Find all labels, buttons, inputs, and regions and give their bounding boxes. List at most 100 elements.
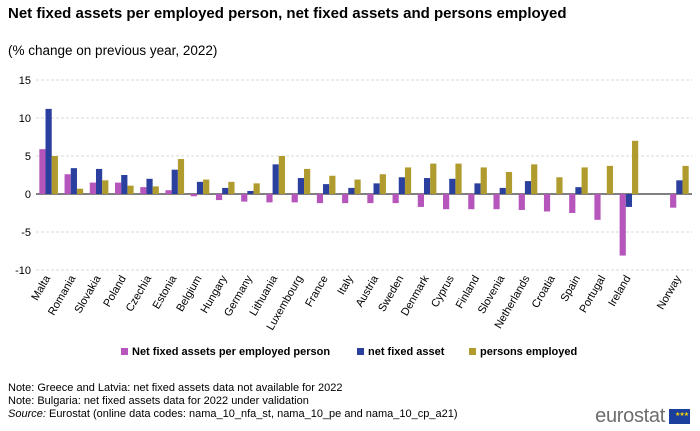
- bar-per-employed: [443, 194, 450, 210]
- bar-net-fixed-asset: [398, 177, 405, 194]
- x-tick-label: Italy: [335, 273, 356, 297]
- bar-per-employed: [543, 194, 551, 212]
- bar-persons-employed: [404, 167, 412, 194]
- x-tick-label: Norway: [655, 273, 684, 312]
- note-bulgaria: Note: Bulgaria: net fixed assets data fo…: [8, 395, 309, 407]
- legend-swatch: [469, 348, 476, 355]
- bar-persons-employed: [632, 140, 639, 194]
- y-tick-label: -10: [15, 265, 31, 277]
- bar-per-employed: [468, 194, 475, 210]
- bar-net-fixed-asset: [449, 178, 456, 194]
- bar-net-fixed-asset: [95, 168, 103, 194]
- bar-per-employed: [493, 194, 500, 210]
- bar-net-fixed-asset: [297, 178, 305, 194]
- bar-net-fixed-asset: [70, 168, 77, 194]
- legend-swatch: [121, 348, 128, 355]
- bar-per-employed: [291, 194, 298, 203]
- notes-block: Note: Greece and Latvia: net fixed asset…: [8, 382, 458, 421]
- bar-persons-employed: [253, 183, 260, 194]
- bar-persons-employed: [531, 164, 538, 194]
- bar-per-employed: [619, 194, 626, 256]
- bar-net-fixed-asset: [373, 183, 380, 194]
- bar-per-employed: [367, 194, 374, 204]
- bar-per-employed: [417, 194, 424, 207]
- bar-persons-employed: [228, 181, 235, 194]
- bar-per-employed: [392, 194, 399, 204]
- bar-per-employed: [140, 187, 147, 194]
- bar-per-employed: [89, 182, 96, 194]
- bar-persons-employed: [51, 156, 58, 194]
- y-tick-label: 15: [19, 75, 31, 87]
- x-tick-label: Ireland: [606, 274, 633, 309]
- bar-net-fixed-asset: [423, 178, 431, 194]
- bar-net-fixed-asset: [171, 169, 178, 194]
- bar-persons-employed: [379, 174, 386, 194]
- bar-net-fixed-asset: [524, 181, 532, 194]
- bar-per-employed: [670, 194, 677, 208]
- legend-label: net fixed asset: [368, 346, 445, 358]
- legend-label: persons employed: [480, 346, 577, 358]
- source-line: Source: Eurostat (online data codes: nam…: [8, 408, 458, 421]
- bar-per-employed: [518, 194, 525, 210]
- x-tick-label: France: [303, 274, 331, 310]
- bar-net-fixed-asset: [474, 183, 481, 194]
- source-label: Source:: [8, 408, 46, 420]
- bar-per-employed: [569, 194, 576, 213]
- bar-per-employed: [594, 194, 601, 220]
- bar-persons-employed: [203, 179, 210, 194]
- y-tick-label: 0: [25, 189, 31, 201]
- bar-net-fixed-asset: [348, 187, 355, 194]
- bar-per-employed: [241, 194, 248, 202]
- x-tick-label: Austria: [354, 273, 382, 309]
- bar-persons-employed: [556, 177, 563, 194]
- bar-persons-employed: [152, 186, 159, 194]
- bar-persons-employed: [606, 165, 613, 194]
- bar-per-employed: [115, 182, 122, 194]
- legend-swatch: [357, 348, 364, 355]
- bar-net-fixed-asset: [222, 187, 229, 194]
- x-tick-label: Czechia: [124, 273, 155, 314]
- bar-per-employed: [64, 174, 71, 194]
- bar-net-fixed-asset: [272, 164, 279, 194]
- bar-net-fixed-asset: [247, 190, 254, 194]
- bar-per-employed: [266, 194, 273, 203]
- bar-persons-employed: [177, 159, 185, 194]
- chart-title: Net fixed assets per employed person, ne…: [8, 5, 567, 22]
- bar-persons-employed: [278, 156, 285, 194]
- bar-net-fixed-asset: [121, 175, 128, 194]
- bar-per-employed: [190, 194, 197, 197]
- bar-persons-employed: [354, 179, 361, 194]
- bar-persons-employed: [455, 163, 462, 194]
- bar-net-fixed-asset: [146, 178, 153, 194]
- x-tick-label: Poland: [101, 274, 129, 310]
- y-tick-label: 10: [19, 113, 31, 125]
- bar-net-fixed-asset: [499, 187, 506, 194]
- eurostat-logo-text: eurostat: [595, 404, 665, 427]
- note-greece-latvia: Note: Greece and Latvia: net fixed asset…: [8, 382, 343, 394]
- bar-net-fixed-asset: [45, 108, 52, 194]
- bar-persons-employed: [304, 168, 311, 194]
- bar-chart: 151050-5-10MaltaRomaniaSlovakiaPolandCze…: [15, 75, 692, 358]
- bar-per-employed: [215, 194, 223, 201]
- source-text: Eurostat (online data codes: nama_10_nfa…: [45, 408, 458, 420]
- bar-net-fixed-asset: [625, 194, 633, 207]
- legend-label: Net fixed assets per employed person: [132, 346, 330, 358]
- x-tick-label: Croatia: [530, 273, 559, 310]
- eurostat-logo: eurostat ★★★: [595, 404, 690, 427]
- bar-net-fixed-asset: [323, 184, 330, 194]
- chart-subtitle: (% change on previous year, 2022): [8, 43, 218, 58]
- bar-net-fixed-asset: [676, 180, 683, 194]
- bar-persons-employed: [682, 165, 689, 194]
- x-tick-label: Spain: [559, 274, 583, 304]
- bar-persons-employed: [430, 163, 437, 194]
- bar-persons-employed: [102, 180, 109, 194]
- bar-per-employed: [39, 149, 46, 194]
- bar-per-employed: [342, 194, 349, 204]
- x-tick-label: Malta: [29, 273, 53, 303]
- bar-persons-employed: [480, 167, 487, 194]
- bar-persons-employed: [329, 175, 336, 194]
- bar-net-fixed-asset: [196, 181, 204, 194]
- bar-persons-employed: [505, 171, 513, 194]
- y-tick-label: -5: [21, 227, 31, 239]
- eu-flag-icon: ★★★: [669, 408, 690, 424]
